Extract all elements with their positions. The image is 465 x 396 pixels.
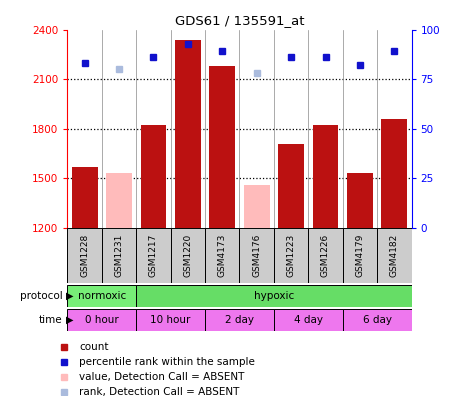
Bar [106, 173, 132, 228]
Text: GSM4173: GSM4173 [218, 234, 227, 277]
Bar [205, 228, 239, 283]
Title: GDS61 / 135591_at: GDS61 / 135591_at [175, 14, 304, 27]
Bar [205, 309, 274, 331]
Text: 2 day: 2 day [225, 315, 254, 325]
Bar [278, 143, 304, 228]
Bar [140, 126, 166, 228]
Text: GSM1223: GSM1223 [286, 234, 296, 277]
Bar [239, 228, 274, 283]
Bar [343, 228, 377, 283]
Text: GSM1217: GSM1217 [149, 234, 158, 277]
Text: GSM4176: GSM4176 [252, 234, 261, 277]
Text: GSM1231: GSM1231 [114, 234, 124, 277]
Bar [244, 185, 270, 228]
Bar [381, 119, 407, 228]
Text: count: count [79, 342, 108, 352]
Bar [67, 309, 136, 331]
Bar [209, 66, 235, 228]
Text: protocol: protocol [20, 291, 63, 301]
Text: rank, Detection Call = ABSENT: rank, Detection Call = ABSENT [79, 387, 239, 396]
Bar [67, 228, 102, 283]
Bar [72, 167, 98, 228]
Text: 10 hour: 10 hour [151, 315, 191, 325]
Text: 6 day: 6 day [363, 315, 392, 325]
Text: percentile rank within the sample: percentile rank within the sample [79, 357, 255, 367]
Text: time: time [39, 315, 63, 325]
Bar [171, 228, 205, 283]
Text: normoxic: normoxic [78, 291, 126, 301]
Text: GSM1228: GSM1228 [80, 234, 89, 277]
Bar [136, 228, 171, 283]
Text: GSM1220: GSM1220 [183, 234, 193, 277]
Text: 4 day: 4 day [294, 315, 323, 325]
Bar [274, 228, 308, 283]
Text: value, Detection Call = ABSENT: value, Detection Call = ABSENT [79, 372, 245, 382]
Bar [347, 173, 373, 228]
Bar [136, 285, 412, 307]
Text: 0 hour: 0 hour [85, 315, 119, 325]
Bar [312, 126, 339, 228]
Bar [377, 228, 412, 283]
Text: GSM4179: GSM4179 [355, 234, 365, 277]
Bar [274, 309, 343, 331]
Bar [343, 309, 412, 331]
Text: ▶: ▶ [66, 291, 73, 301]
Bar [102, 228, 136, 283]
Bar [308, 228, 343, 283]
Text: hypoxic: hypoxic [254, 291, 294, 301]
Text: GSM1226: GSM1226 [321, 234, 330, 277]
Bar [175, 40, 201, 228]
Text: ▶: ▶ [66, 315, 73, 325]
Text: GSM4182: GSM4182 [390, 234, 399, 277]
Bar [67, 285, 136, 307]
Bar [136, 309, 205, 331]
